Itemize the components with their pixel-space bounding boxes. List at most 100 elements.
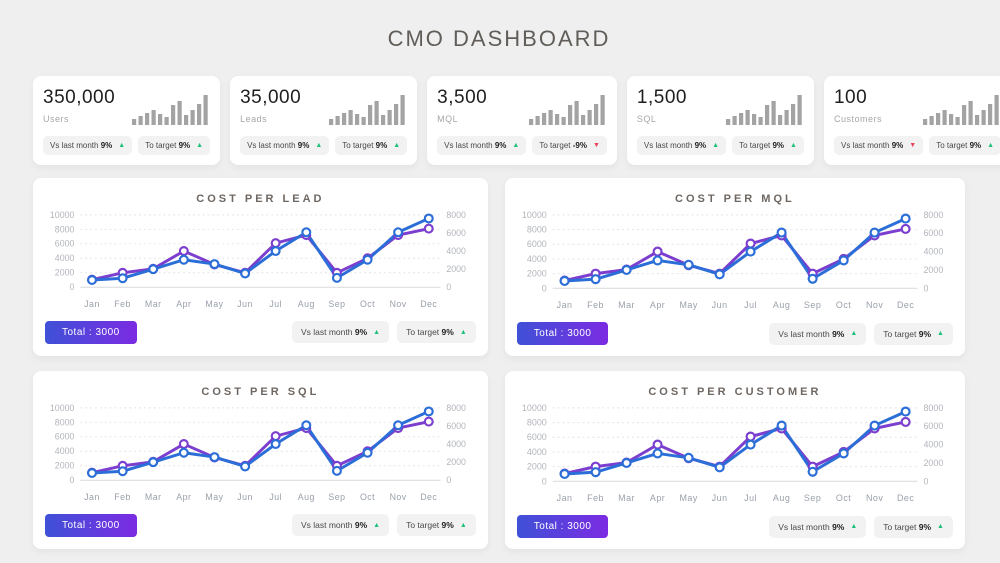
to-target-badge: To target 9% ▲: [397, 514, 476, 537]
arrow-up-icon: ▲: [937, 330, 944, 338]
left-axis-tick-label: 6000: [55, 239, 75, 249]
vs-last-month-badge-text: Vs last month 9%: [644, 141, 706, 150]
x-axis-month-label: Mar: [145, 492, 162, 502]
line-chart: 0 2000 4000 6000 8000 10000 0 2000 4000 6000 8000 J…: [522, 403, 943, 503]
kpi-card: 35,000 Leads Vs last month 9% ▲ To target 9%…: [230, 76, 418, 165]
right-axis-tick-label: 8000: [446, 403, 466, 413]
kpi-card: 100 Customers Vs last month 9% ▼ To target 9…: [823, 76, 1000, 165]
vs-last-month-badge-text: Vs last month 9%: [247, 141, 309, 150]
left-axis-tick-label: 10000: [522, 403, 547, 413]
left-axis-tick-label: 8000: [55, 224, 75, 234]
x-axis-month-label: Sep: [804, 300, 821, 310]
data-point-marker-blue: [393, 420, 404, 431]
kpi-value: 3,500: [437, 87, 488, 108]
vs-last-month-badge: Vs last month 9% ▲: [437, 136, 527, 155]
vs-last-month-badge-pct: 9%: [100, 141, 113, 150]
to-target-badge-text: To target 9%: [145, 141, 190, 150]
vs-last-month-badge: Vs last month 9% ▲: [291, 321, 390, 344]
data-point-marker-purple: [178, 439, 189, 450]
kpi-label: Leads: [240, 114, 268, 124]
data-point-marker-blue: [331, 465, 342, 476]
right-axis-tick-label: 2000: [923, 265, 943, 275]
vs-last-month-badge: Vs last month 9% ▲: [769, 515, 867, 538]
x-axis-month-label: Jul: [744, 493, 757, 503]
vs-last-month-badge-pct: 9%: [891, 141, 904, 150]
page-title: CMO DASHBOARD: [387, 26, 611, 51]
right-axis-tick-label: 4000: [446, 246, 466, 256]
to-target-badge-pct: 9%: [969, 141, 982, 150]
kpi-label: Users: [43, 114, 70, 124]
left-axis-tick-label: 0: [69, 475, 74, 485]
kpi-badge-row: Vs last month 9% ▼ To target 9% ▲: [833, 136, 1000, 155]
x-axis-month-label: Oct: [836, 493, 851, 503]
arrow-up-icon: ▲: [712, 142, 720, 149]
right-axis-tick-label: 6000: [446, 228, 466, 238]
right-axis-tick-label: 6000: [923, 421, 943, 431]
data-point-marker-blue: [683, 452, 694, 463]
data-point-marker-blue: [621, 457, 632, 469]
chart-footer: Total : 3000 Vs last month 9% ▲ To target 9…: [516, 515, 953, 539]
right-axis-tick-label: 0: [923, 283, 928, 293]
to-target-badge: To target 9% ▲: [397, 321, 476, 344]
series-line-blue: [90, 410, 431, 475]
vs-last-month-badge-text: Vs last month 9%: [841, 141, 903, 150]
x-axis-month-label: Oct: [360, 492, 375, 502]
kpi-label: SQL: [636, 114, 657, 124]
kpi-sparkline-chart: [132, 95, 208, 125]
left-axis-tick-label: 10000: [50, 403, 75, 413]
arrow-up-icon: ▲: [937, 523, 944, 531]
x-axis-month-label: Dec: [897, 300, 914, 310]
vs-last-month-badge: Vs last month 9% ▲: [291, 514, 390, 537]
data-point-marker-blue: [178, 447, 189, 458]
vs-last-month-badge-text: Vs last month 9%: [301, 520, 367, 530]
x-axis-month-label: Jul: [269, 492, 282, 502]
vs-last-month-badge-label: Vs last month: [778, 521, 830, 532]
line-chart: 0 2000 4000 6000 8000 10000 0 2000 4000 6000 8000 J…: [50, 403, 466, 502]
chart-title: COST PER MQL: [675, 193, 795, 205]
data-point-marker-blue: [652, 448, 663, 459]
chart-footer: Total : 3000 Vs last month 9% ▲ To target 9…: [516, 322, 953, 346]
right-axis-tick-label: 4000: [446, 439, 466, 449]
to-target-badge-label: To target: [739, 141, 771, 150]
arrow-up-icon: ▲: [790, 142, 797, 149]
kpi-card-top: 350,000 Users: [43, 87, 210, 125]
data-point-marker-blue: [148, 264, 159, 275]
chart-card: COST PER LEAD 0 2000 4000 6000 8000 10000 0 2000…: [33, 178, 488, 357]
kpi-badge-row: Vs last month 9% ▲ To target 9% ▲: [240, 136, 408, 155]
left-axis-tick-label: 2000: [55, 461, 75, 471]
kpi-sparkline-chart: [725, 95, 802, 125]
series-line-blue: [90, 216, 431, 282]
x-axis-month-label: Jul: [744, 300, 757, 310]
arrow-up-icon: ▲: [459, 521, 467, 529]
vs-last-month-badge-pct: 9%: [832, 521, 845, 532]
data-point-marker-blue: [590, 467, 601, 478]
kpi-card-text: 1,500 SQL: [637, 87, 687, 124]
vs-last-month-badge-label: Vs last month: [50, 141, 99, 150]
kpi-sparkline-chart: [923, 95, 999, 125]
vs-last-month-badge-label: Vs last month: [300, 327, 353, 338]
kpi-label: MQL: [437, 114, 459, 124]
arrow-up-icon: ▲: [315, 142, 323, 149]
vs-last-month-badge-pct: 9%: [494, 141, 507, 150]
arrow-up-icon: ▲: [118, 142, 126, 149]
left-axis-tick-label: 2000: [55, 268, 75, 278]
right-axis-tick-label: 2000: [446, 457, 466, 467]
data-point-marker-blue: [745, 439, 756, 450]
kpi-badge-row: Vs last month 9% ▲ To target -9% ▼: [437, 136, 607, 155]
kpi-sparkline-chart: [528, 95, 605, 125]
chart-title: COST PER SQL: [201, 386, 320, 399]
data-point-marker-blue: [714, 269, 725, 280]
data-point-marker-blue: [900, 213, 911, 224]
x-axis-month-label: Dec: [420, 299, 437, 309]
vs-last-month-badge-pct: 9%: [832, 328, 845, 339]
to-target-badge-text: To target -9%: [539, 141, 587, 150]
x-axis-month-label: Dec: [420, 492, 437, 502]
x-axis-month-label: Nov: [390, 299, 407, 309]
chart-card: COST PER MQL 0 2000 4000 6000 8000 10000 0 2000 4…: [504, 178, 965, 357]
data-point-marker-blue: [838, 448, 849, 459]
kpi-sparkline-chart: [329, 95, 405, 125]
kpi-value: 350,000: [43, 87, 116, 108]
data-point-marker-blue: [838, 255, 849, 266]
to-target-badge: To target -9% ▼: [532, 136, 607, 155]
data-point-marker-blue: [900, 406, 911, 417]
